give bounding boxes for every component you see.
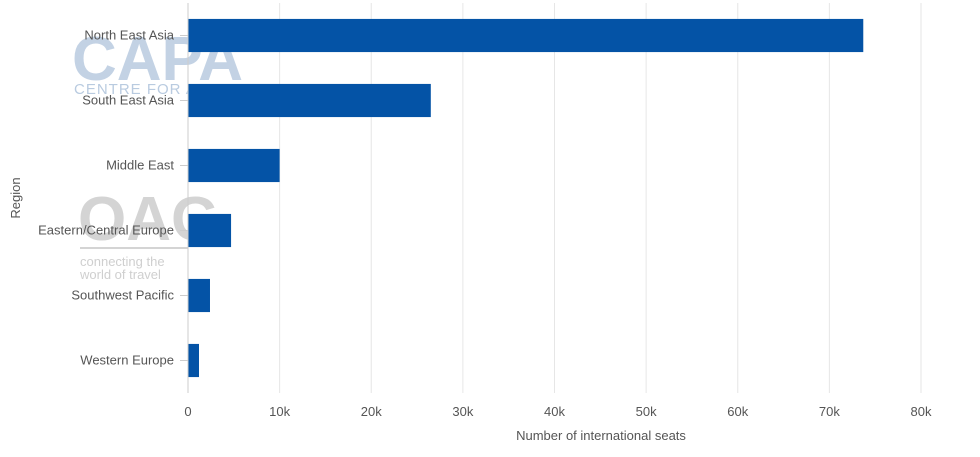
- x-tick-label: 30k: [452, 404, 473, 419]
- y-axis-title: Region: [8, 177, 23, 218]
- watermark-oag-tagline-1: connecting the: [80, 254, 165, 269]
- watermark-oag: OAG connecting the world of travel: [78, 185, 219, 282]
- x-tick-label: 60k: [727, 404, 748, 419]
- y-tick-label: Eastern/Central Europe: [38, 223, 174, 238]
- grid-lines: [187, 3, 922, 393]
- x-tick-label: 40k: [544, 404, 565, 419]
- x-tick-label: 0: [184, 404, 191, 419]
- x-axis-title: Number of international seats: [516, 428, 686, 443]
- y-tick-label: Southwest Pacific: [71, 288, 174, 303]
- y-tick-label: South East Asia: [82, 93, 175, 108]
- x-tick-label: 80k: [911, 404, 932, 419]
- bar: [188, 278, 210, 313]
- y-tick-label: North East Asia: [84, 28, 174, 43]
- x-tick-label: 10k: [269, 404, 290, 419]
- x-tick-label: 70k: [819, 404, 840, 419]
- bars: [188, 18, 864, 378]
- watermark-oag-tagline-2: world of travel: [79, 267, 161, 282]
- x-tick-label: 20k: [361, 404, 382, 419]
- y-tick-label: Western Europe: [80, 353, 174, 368]
- bar: [188, 213, 232, 248]
- bar: [188, 83, 431, 118]
- x-tick-label: 50k: [636, 404, 657, 419]
- bar: [188, 343, 199, 378]
- y-axis: North East Asia South East Asia Middle Eas…: [38, 3, 189, 393]
- bar: [188, 18, 864, 53]
- y-tick-label: Middle East: [106, 158, 174, 173]
- bar: [188, 148, 280, 183]
- x-axis: 0 10k 20k 30k 40k 50k 60k 70k 80k: [184, 404, 932, 419]
